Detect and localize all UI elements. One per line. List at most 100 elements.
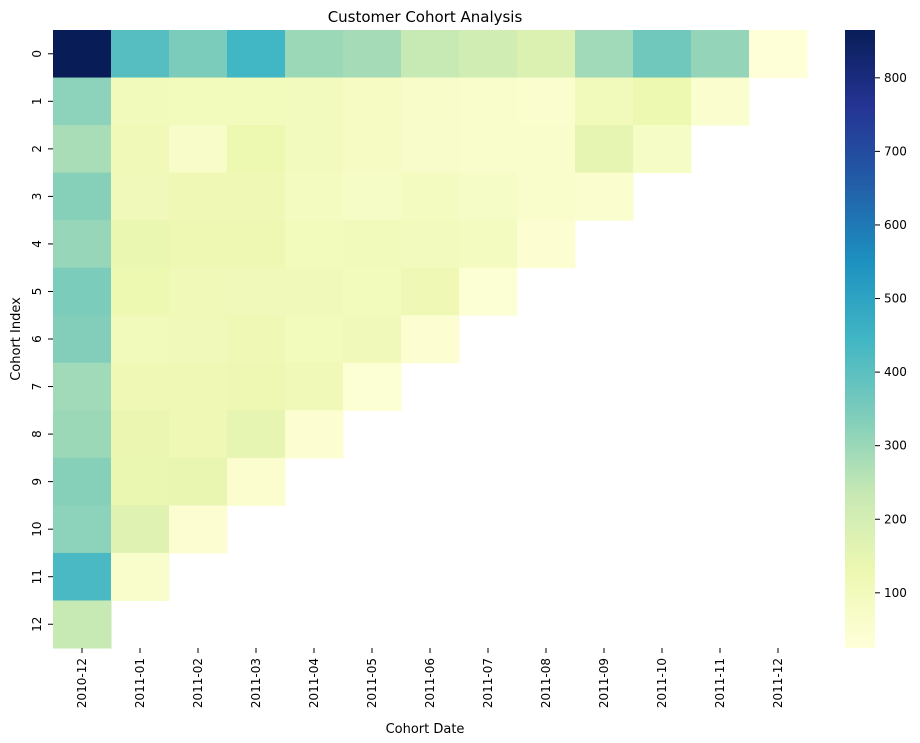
y-tick-label: 5: [30, 288, 44, 296]
heatmap-cell: [691, 30, 750, 79]
heatmap-cell: [111, 30, 170, 79]
heatmap-cell: [517, 125, 576, 174]
heatmap-cell: [401, 315, 460, 364]
heatmap-cell: [401, 125, 460, 174]
x-tick-label: 2011-11: [713, 658, 727, 708]
heatmap-cell: [111, 410, 170, 459]
y-tick-label: 3: [30, 193, 44, 201]
colorbar-tick-label: 400: [884, 365, 907, 379]
heatmap-cell: [169, 267, 228, 316]
heatmap-cell: [111, 362, 170, 411]
heatmap-cell: [401, 220, 460, 269]
heatmap-cell: [53, 267, 112, 316]
heatmap-cell: [459, 30, 518, 79]
colorbar-tick-label: 700: [884, 144, 907, 158]
heatmap-cell: [401, 30, 460, 79]
heatmap-cell: [343, 77, 402, 126]
colorbar-tick-label: 800: [884, 71, 907, 85]
heatmap-cell: [227, 220, 286, 269]
y-tick-label: 9: [30, 478, 44, 486]
heatmap-cell: [227, 77, 286, 126]
heatmap-cell: [111, 552, 170, 601]
x-tick-label: 2011-01: [133, 658, 147, 708]
x-tick-label: 2011-10: [655, 658, 669, 708]
heatmap-cell: [53, 220, 112, 269]
y-tick-label: 4: [30, 240, 44, 248]
colorbar-ticks: 100 200 300 400 500 600 700 800: [875, 71, 907, 600]
colorbar-tick-label: 200: [884, 512, 907, 526]
heatmap-cell: [53, 600, 112, 649]
heatmap-cell: [53, 505, 112, 554]
heatmap-cell: [169, 410, 228, 459]
heatmap-cell: [401, 172, 460, 221]
heatmap-cell: [169, 30, 228, 79]
y-tick-label: 10: [30, 522, 44, 537]
heatmap-cell: [227, 30, 286, 79]
heatmap-cell: [227, 362, 286, 411]
heatmap-cell: [343, 362, 402, 411]
heatmap-cell: [459, 267, 518, 316]
heatmap-cell: [517, 30, 576, 79]
y-tick-label: 0: [30, 50, 44, 58]
x-axis-label: Cohort Date: [386, 722, 465, 737]
heatmap-cell: [53, 315, 112, 364]
heatmap-cell: [227, 172, 286, 221]
heatmap-cell: [633, 30, 692, 79]
colorbar: [845, 30, 875, 648]
heatmap-cell: [111, 77, 170, 126]
heatmap-cell: [53, 77, 112, 126]
heatmap-cell: [401, 267, 460, 316]
heatmap-cell: [459, 220, 518, 269]
heatmap-cell: [517, 220, 576, 269]
y-tick-label: 1: [30, 97, 44, 105]
x-axis-ticks: 2010-12 2011-01 2011-02 2011-03 2011-04 2011-…: [75, 648, 785, 708]
heatmap-cell: [169, 172, 228, 221]
y-tick-label: 12: [30, 617, 44, 632]
heatmap-cells: [53, 30, 808, 649]
heatmap-cell: [575, 125, 634, 174]
heatmap-cell: [111, 315, 170, 364]
heatmap-cell: [169, 77, 228, 126]
heatmap-cell: [691, 77, 750, 126]
x-tick-label: 2011-06: [423, 658, 437, 708]
heatmap-cell: [459, 77, 518, 126]
colorbar-tick-label: 300: [884, 439, 907, 453]
heatmap-cell: [111, 125, 170, 174]
heatmap-cell: [53, 30, 112, 79]
x-tick-label: 2011-05: [365, 658, 379, 708]
heatmap-cell: [343, 125, 402, 174]
colorbar-tick-label: 500: [884, 292, 907, 306]
heatmap-cell: [517, 77, 576, 126]
heatmap-cell: [285, 362, 344, 411]
heatmap-cell: [343, 315, 402, 364]
heatmap-cell: [169, 125, 228, 174]
heatmap-cell: [169, 362, 228, 411]
heatmap-cell: [53, 457, 112, 506]
y-tick-label: 11: [30, 569, 44, 584]
heatmap-cell: [53, 172, 112, 221]
heatmap-cell: [343, 220, 402, 269]
heatmap-cell: [227, 125, 286, 174]
heatmap-cell: [575, 30, 634, 79]
heatmap-cell: [169, 315, 228, 364]
heatmap-cell: [227, 410, 286, 459]
heatmap-cell: [227, 315, 286, 364]
heatmap-cell: [285, 315, 344, 364]
heatmap-cell: [285, 220, 344, 269]
heatmap-cell: [749, 30, 808, 79]
heatmap-cell: [285, 267, 344, 316]
heatmap-cell: [111, 220, 170, 269]
y-tick-label: 8: [30, 430, 44, 438]
heatmap-cell: [111, 172, 170, 221]
heatmap-cell: [459, 125, 518, 174]
heatmap-cell: [343, 267, 402, 316]
colorbar-tick-label: 100: [884, 586, 907, 600]
heatmap-cell: [343, 30, 402, 79]
y-axis-label: Cohort Index: [9, 297, 24, 381]
heatmap-cell: [53, 125, 112, 174]
heatmap-cell: [53, 410, 112, 459]
x-tick-label: 2011-08: [539, 658, 553, 708]
x-tick-label: 2011-02: [191, 658, 205, 708]
heatmap-cell: [343, 172, 402, 221]
